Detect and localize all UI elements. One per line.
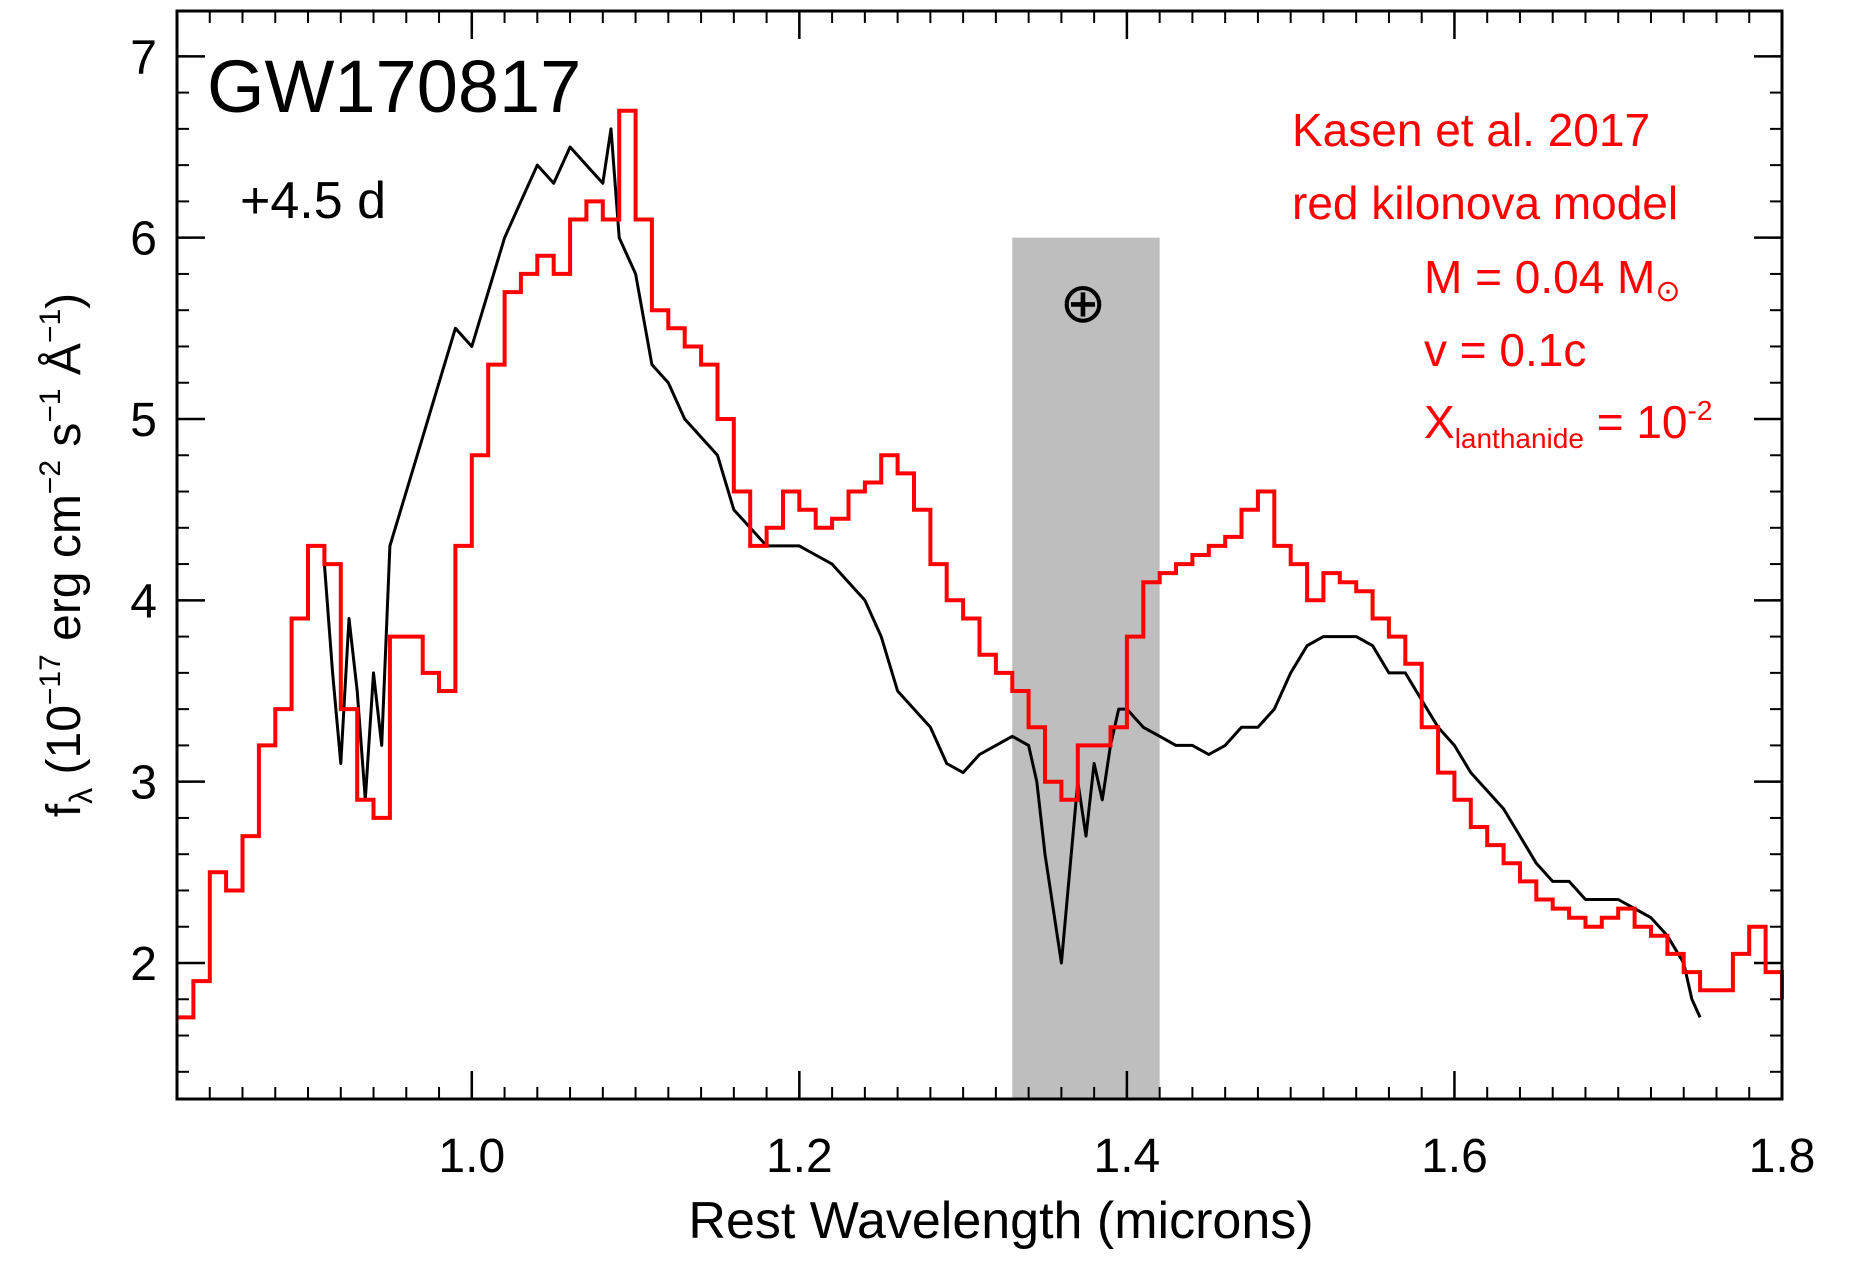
- x-tick-label: 1.4: [1094, 1130, 1161, 1183]
- telluric-band-layer: [1012, 237, 1160, 1099]
- axis-ticks-layer: [177, 11, 1784, 1099]
- series-layer: [177, 108, 1784, 1020]
- annotation-velocity: v = 0.1c: [1424, 324, 1586, 376]
- epoch-label: +4.5 d: [240, 172, 386, 230]
- y-tick-label: 3: [130, 757, 157, 810]
- x-tick-label: 1.2: [766, 1130, 833, 1183]
- annotation-mass: M = 0.04 M⊙: [1424, 251, 1681, 308]
- annotation-lanthanide: Xlanthanide = 10-2: [1424, 395, 1712, 454]
- x-tick-label: 1.0: [438, 1130, 505, 1183]
- x-tick-label: 1.8: [1749, 1130, 1816, 1183]
- telluric-band: [1012, 237, 1160, 1099]
- annotation-model: red kilonova model: [1292, 177, 1678, 229]
- chart-title: GW170817: [207, 45, 581, 128]
- y-tick-label: 2: [130, 938, 157, 991]
- y-tick-label: 5: [130, 394, 157, 447]
- y-tick-label: 7: [130, 31, 157, 84]
- model-annotation: Kasen et al. 2017 red kilonova model M =…: [1292, 104, 1712, 454]
- x-tick-label: 1.6: [1421, 1130, 1488, 1183]
- observed-spectrum-line: [322, 127, 1702, 1019]
- y-tick-label: 6: [130, 213, 157, 266]
- x-axis-label: Rest Wavelength (microns): [688, 1192, 1313, 1250]
- annotation-reference: Kasen et al. 2017: [1292, 104, 1650, 156]
- telluric-symbol: ⊕: [1060, 271, 1107, 334]
- y-tick-label: 4: [130, 575, 157, 628]
- y-axis-label: fλ (10−17 erg cm−2 s−1 Å−1): [34, 293, 99, 817]
- model-spectrum-line: [177, 108, 1784, 1020]
- plot-frame: [175, 9, 1784, 1101]
- tick-label-layer: 1.0 1.2 1.4 1.6 1.8 2 3 4 5 6 7: [130, 31, 1815, 1183]
